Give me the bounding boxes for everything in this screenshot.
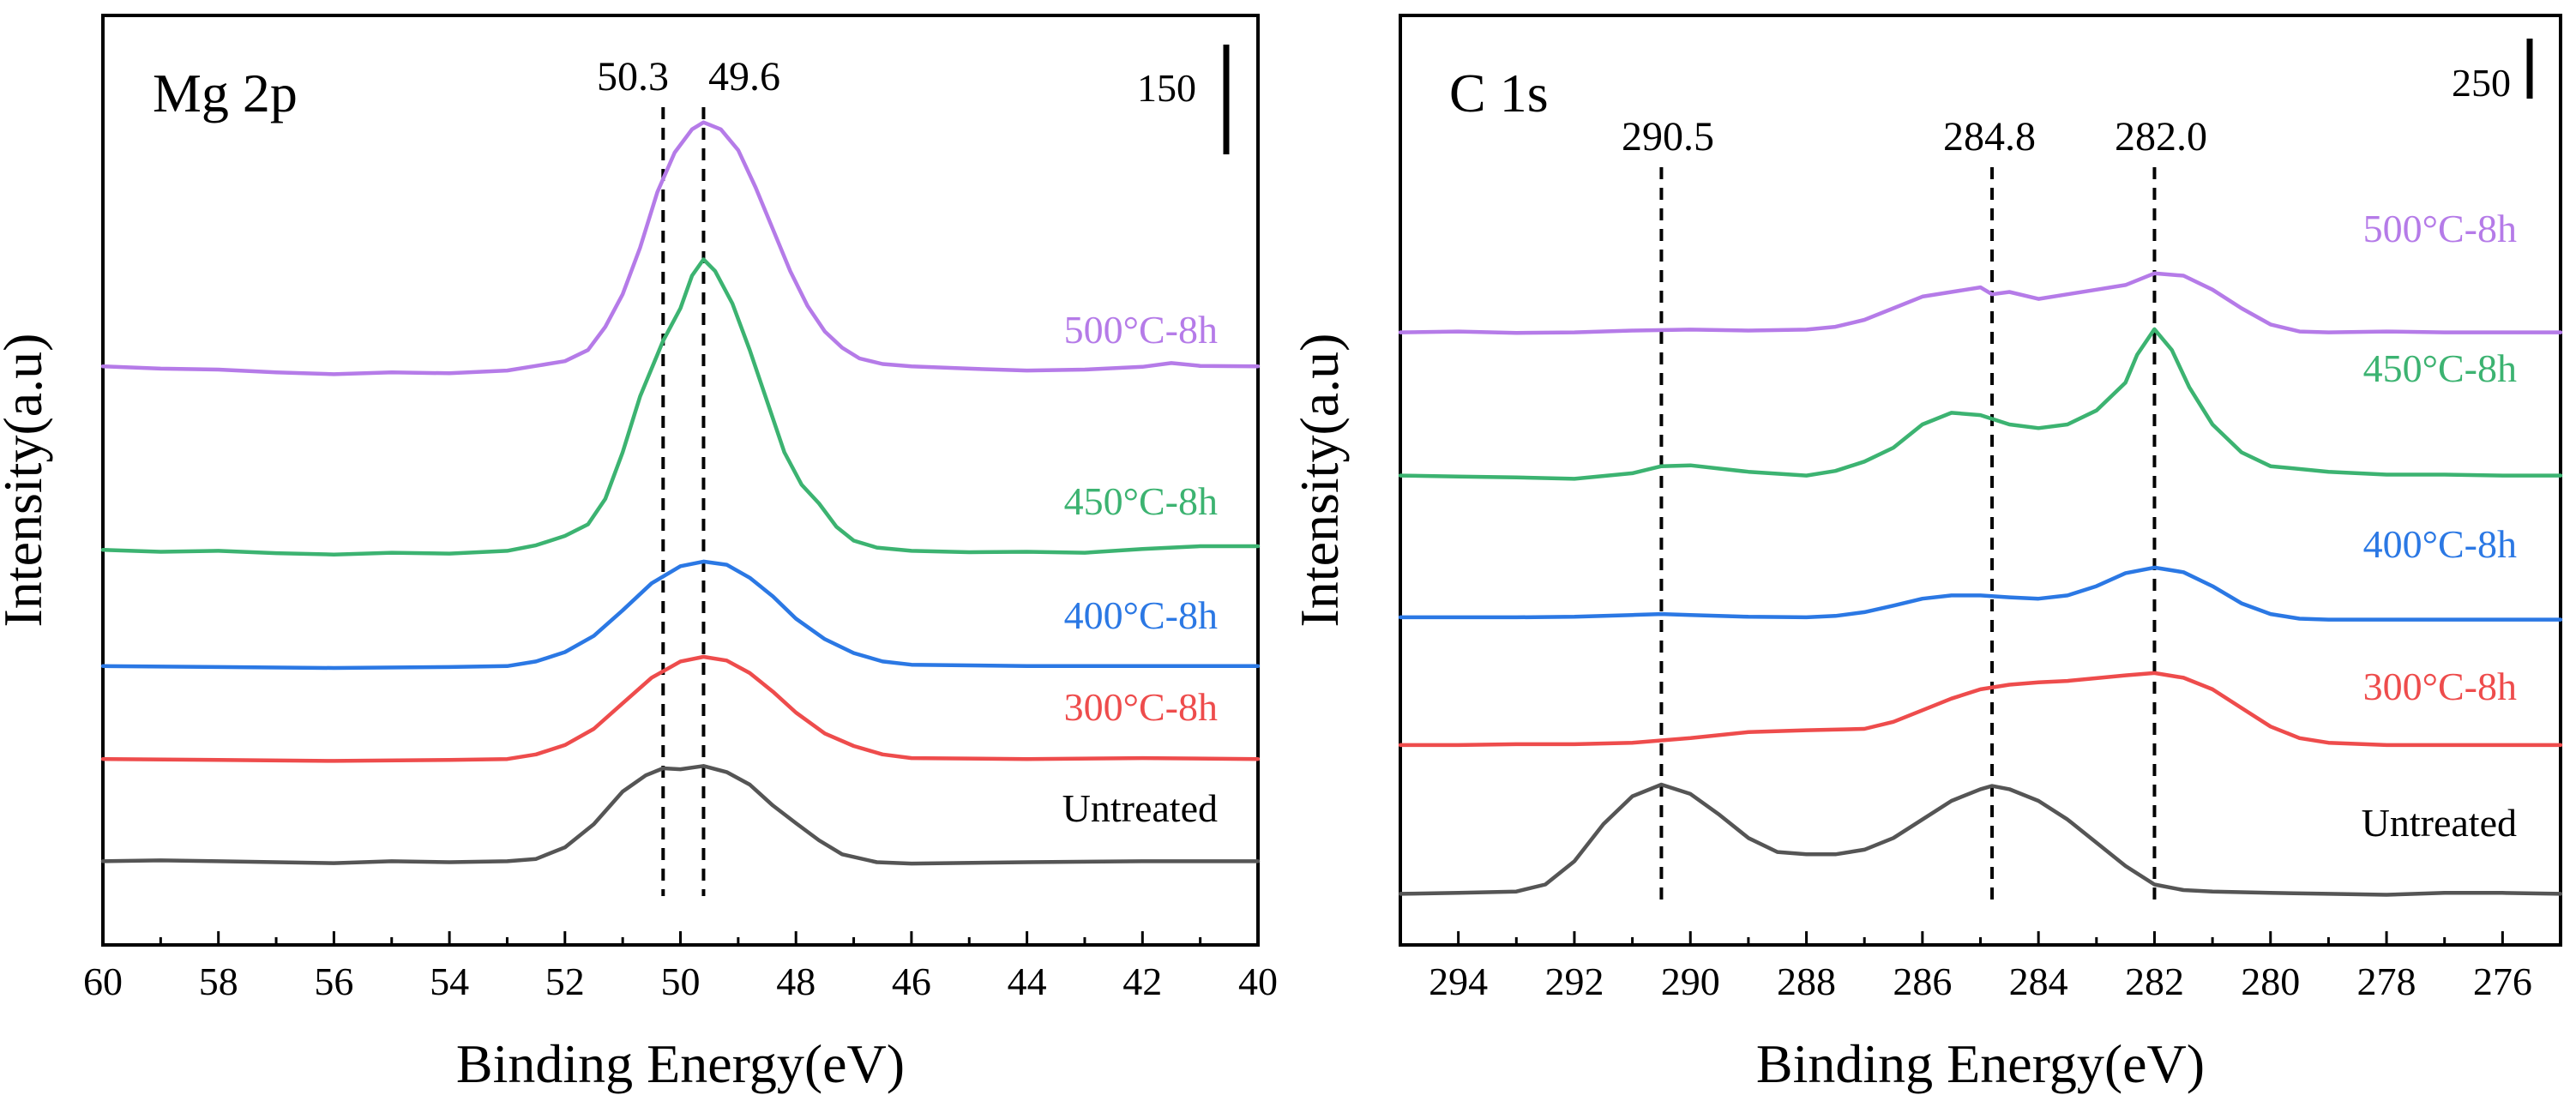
x-tick-label: 56 [314, 960, 353, 1003]
reference-label: 282.0 [2115, 114, 2207, 159]
x-tick-label: 52 [545, 960, 585, 1003]
scale-bar-label: 250 [2452, 61, 2511, 105]
series-label-450-c-8h: 450°C-8h [1064, 479, 1218, 523]
x-axis-label: Binding Energy(eV) [456, 1033, 905, 1094]
series-label-500-c-8h: 500°C-8h [1064, 308, 1218, 352]
x-tick-label: 280 [2241, 960, 2300, 1003]
reference-label: 290.5 [1622, 114, 1714, 159]
series-label-500-c-8h: 500°C-8h [2363, 207, 2517, 250]
y-axis-label: Intensity(a.u) [0, 334, 53, 628]
y-axis-label: Intensity(a.u) [1289, 334, 1350, 628]
series-line-400-c-8h [100, 559, 1261, 671]
x-tick-label: 48 [776, 960, 816, 1003]
x-tick-label: 288 [1777, 960, 1836, 1003]
x-tick-label: 42 [1122, 960, 1162, 1003]
x-tick-label: 284 [2009, 960, 2068, 1003]
reference-label: 284.8 [1943, 114, 2036, 159]
series-line-untreated [100, 764, 1261, 866]
series-line-450-c-8h [1398, 327, 2563, 481]
x-tick-label: 50 [661, 960, 701, 1003]
series-line-400-c-8h [1398, 565, 2563, 622]
x-tick-label: 278 [2357, 960, 2417, 1003]
panel-mg-2p: 60 58 56 54 52 50 48 46 44 42 40 Binding Energy(eV)… [0, 14, 1278, 1094]
x-tick-label: 40 [1238, 960, 1278, 1003]
series-label-untreated: Untreated [1062, 786, 1218, 830]
x-tick-label: 286 [1893, 960, 1952, 1003]
x-tick-label: 276 [2473, 960, 2532, 1003]
series-line-500-c-8h [100, 120, 1261, 376]
series-line-500-c-8h [1398, 271, 2563, 335]
x-tick-label: 54 [430, 960, 469, 1003]
x-tick-label: 292 [1544, 960, 1604, 1003]
series-label-450-c-8h: 450°C-8h [2363, 346, 2517, 390]
panel-c-1s: 294 292 290 288 286 284 282 280 278 276 Binding En… [1289, 14, 2563, 1094]
series-label-300-c-8h: 300°C-8h [2363, 665, 2517, 708]
series-line-300-c-8h [100, 654, 1261, 763]
reference-label: 50.3 [597, 54, 669, 99]
x-tick-label: 60 [83, 960, 123, 1003]
x-tick-label: 58 [199, 960, 238, 1003]
panel-title: C 1s [1449, 63, 1549, 123]
series-label-400-c-8h: 400°C-8h [1064, 593, 1218, 637]
series-line-450-c-8h [100, 257, 1261, 557]
x-tick-label: 44 [1008, 960, 1047, 1003]
scale-bar-label: 150 [1137, 66, 1196, 110]
series-label-untreated: Untreated [2362, 801, 2517, 845]
series-line-300-c-8h [1398, 671, 2563, 748]
series-label-400-c-8h: 400°C-8h [2363, 522, 2517, 566]
x-tick-label: 290 [1661, 960, 1720, 1003]
panel-title: Mg 2p [153, 63, 298, 123]
series-line-untreated [1398, 782, 2563, 897]
series-label-300-c-8h: 300°C-8h [1064, 685, 1218, 729]
x-axis-label: Binding Energy(eV) [1756, 1033, 2205, 1094]
reference-label: 49.6 [708, 54, 780, 99]
x-tick-label: 282 [2125, 960, 2184, 1003]
x-tick-label: 46 [892, 960, 931, 1003]
x-tick-label: 294 [1429, 960, 1488, 1003]
